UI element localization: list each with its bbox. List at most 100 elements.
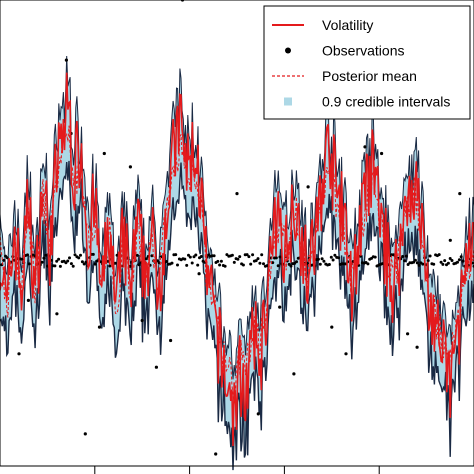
observation-point	[190, 261, 194, 265]
observation-point	[97, 325, 102, 329]
observation-point	[170, 261, 174, 265]
observation-point	[183, 257, 187, 261]
observation-point	[108, 264, 112, 268]
legend-swatch-point	[285, 47, 291, 54]
observation-point	[83, 432, 87, 436]
observation-point	[278, 305, 282, 309]
observation-point	[457, 258, 461, 262]
observation-point	[401, 255, 405, 258]
observation-point	[64, 58, 68, 62]
legend-label-credible_band: 0.9 credible intervals	[322, 94, 450, 110]
observation-point	[403, 259, 406, 263]
observation-point	[322, 259, 326, 263]
observation-point	[456, 260, 459, 264]
observation-point	[140, 318, 144, 323]
legend-item-credible_band: 0.9 credible intervals	[284, 94, 450, 110]
legend: Volatility Observations Posterior mean 0.9 …	[263, 5, 471, 120]
observation-point	[443, 259, 447, 263]
observation-point	[459, 255, 463, 259]
observation-point	[292, 372, 296, 376]
observation-point	[188, 255, 192, 259]
observation-point	[79, 253, 82, 257]
observation-point	[380, 151, 384, 156]
observation-point	[218, 263, 222, 267]
observation-point	[333, 253, 337, 257]
observation-point	[258, 261, 262, 265]
observation-point	[199, 255, 203, 258]
observation-point	[276, 264, 280, 268]
credible-lower-edge	[0, 160, 474, 471]
observation-point	[432, 262, 436, 266]
observation-point	[185, 263, 189, 267]
observation-point	[262, 262, 265, 266]
observation-point	[84, 260, 88, 264]
observation-point	[154, 365, 158, 369]
observation-point	[448, 238, 452, 242]
observation-point	[318, 262, 322, 266]
observation-point	[329, 255, 333, 259]
observation-point	[69, 262, 73, 266]
observation-point	[5, 256, 9, 260]
observation-point	[235, 192, 239, 196]
observation-point	[91, 252, 95, 256]
observation-point	[194, 253, 198, 257]
observation-point	[113, 261, 117, 265]
observation-point	[274, 256, 278, 260]
observation-point	[128, 165, 132, 169]
observation-point	[137, 263, 141, 267]
observation-point	[437, 253, 441, 257]
observation-point	[448, 257, 452, 260]
observation-point	[289, 264, 293, 268]
observation-point	[73, 253, 77, 257]
legend-swatch-square	[284, 97, 292, 106]
observation-point	[165, 260, 168, 263]
observation-point	[169, 338, 173, 343]
observation-point	[417, 263, 421, 267]
observation-point	[450, 259, 454, 262]
observation-point	[176, 263, 179, 267]
observation-point	[40, 260, 44, 264]
observation-point	[363, 145, 367, 149]
observation-point	[26, 253, 29, 257]
observation-point	[306, 185, 310, 189]
observation-point	[42, 256, 46, 260]
observation-point	[197, 272, 201, 276]
observation-point	[441, 262, 445, 266]
legend-label-volatility: Volatility	[322, 17, 373, 33]
observation-point	[337, 256, 341, 260]
observation-point	[458, 192, 462, 196]
observation-point	[82, 262, 86, 266]
observation-point	[331, 258, 335, 262]
observation-point	[412, 260, 416, 264]
observation-point	[232, 260, 236, 264]
observation-point	[174, 253, 178, 257]
observation-point	[212, 254, 216, 258]
observation-point	[256, 412, 260, 416]
observation-point	[223, 264, 227, 268]
observation-point	[260, 253, 264, 257]
observation-point	[236, 257, 240, 261]
observation-point	[439, 260, 443, 264]
observation-point	[216, 259, 220, 263]
observation-point	[316, 257, 320, 261]
observation-point	[27, 262, 31, 266]
volatility-line-layer	[0, 72, 474, 447]
observation-point	[55, 312, 59, 316]
observation-point	[44, 253, 48, 257]
observation-point	[245, 253, 249, 257]
observation-point	[406, 332, 410, 336]
observation-point	[413, 258, 417, 262]
observation-point	[26, 298, 30, 302]
observation-point	[77, 256, 81, 260]
observation-point	[66, 259, 70, 263]
observation-point	[241, 263, 245, 267]
observation-point	[249, 262, 253, 266]
observation-point	[57, 257, 61, 261]
observation-point	[254, 259, 258, 263]
observation-point	[295, 260, 298, 264]
observation-point	[366, 262, 370, 266]
observation-point	[428, 254, 432, 258]
observation-point	[446, 261, 450, 265]
